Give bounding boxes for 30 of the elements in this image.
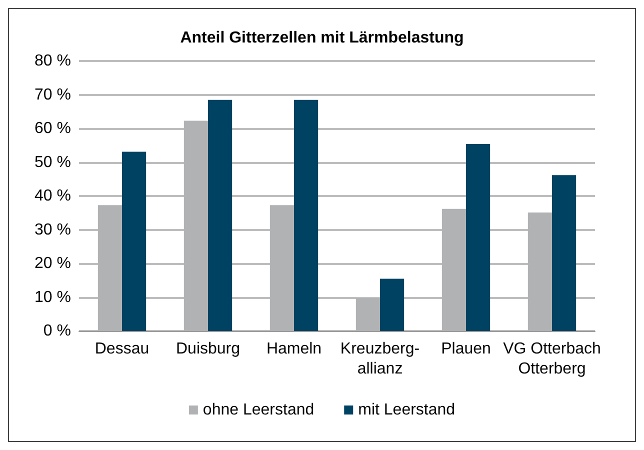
bar [466, 144, 490, 331]
y-tick-label: 50 % [34, 154, 71, 171]
bar [270, 205, 294, 331]
bar [208, 100, 232, 331]
chart-title: Anteil Gitterzellen mit Lärmbelastung [180, 30, 464, 46]
bar [294, 100, 318, 331]
y-tick-label: 40 % [34, 188, 71, 204]
bar [122, 152, 146, 331]
bar [442, 208, 466, 331]
x-tick-label: Dessau [94, 340, 150, 358]
y-tick-label: 60 % [34, 120, 71, 137]
legend-label: mit Leerstand [358, 402, 456, 418]
bar [552, 175, 576, 331]
y-tick-label: 70 % [34, 86, 71, 104]
legend-label: ohne Leerstand [202, 402, 314, 418]
bar [528, 212, 552, 331]
y-tick-label: 10 % [34, 288, 71, 306]
x-tick-label: Kreuzberg- allianz [340, 340, 420, 378]
bar [98, 205, 122, 331]
y-tick-label: 20 % [34, 255, 71, 272]
y-tick-label: 30 % [34, 221, 71, 238]
x-tick-label: Plauen [441, 340, 491, 358]
x-tick-label: Duisburg [176, 340, 240, 358]
y-tick-label: 0 % [43, 322, 71, 340]
x-tick-label: VG Otterbach Otterberg [503, 340, 601, 378]
x-tick-label: Hameln [266, 340, 322, 358]
y-tick-label: 80 % [34, 52, 71, 70]
bar [356, 298, 380, 331]
bar [380, 278, 404, 331]
bar [184, 120, 208, 331]
